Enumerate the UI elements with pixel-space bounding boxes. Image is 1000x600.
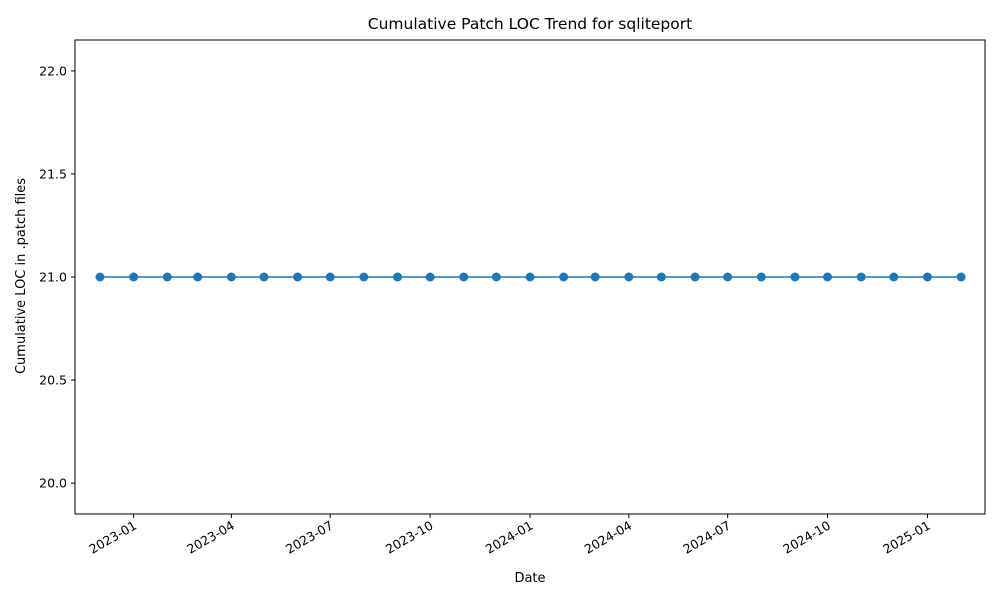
y-axis-label: Cumulative LOC in .patch files	[14, 178, 29, 374]
y-tick-label: 20.5	[39, 373, 67, 388]
data-point	[856, 272, 866, 282]
y-tick-label: 21.5	[39, 166, 67, 181]
data-point	[624, 272, 634, 282]
data-point	[359, 272, 369, 282]
data-point	[956, 272, 966, 282]
data-point	[193, 272, 203, 282]
data-point	[559, 272, 569, 282]
data-point	[226, 272, 236, 282]
data-point	[723, 272, 733, 282]
y-axis-ticks: 20.0 20.5 21.0 21.5 22.0	[39, 63, 75, 491]
y-tick-label: 21.0	[39, 270, 67, 285]
data-point	[525, 272, 535, 282]
data-point	[756, 272, 766, 282]
data-point	[259, 272, 269, 282]
x-axis-label: Date	[514, 571, 545, 586]
data-point	[95, 272, 105, 282]
data-point	[889, 272, 899, 282]
y-tick-label: 22.0	[39, 63, 67, 78]
data-point	[325, 272, 335, 282]
data-point	[690, 272, 700, 282]
data-point	[491, 272, 501, 282]
data-point	[656, 272, 666, 282]
data-point	[922, 272, 932, 282]
data-point	[459, 272, 469, 282]
data-point	[293, 272, 303, 282]
data-point	[162, 272, 172, 282]
data-point	[823, 272, 833, 282]
data-point	[393, 272, 403, 282]
data-point	[129, 272, 139, 282]
data-point	[790, 272, 800, 282]
chart-title: Cumulative Patch LOC Trend for sqlitepor…	[368, 15, 692, 33]
data-point	[425, 272, 435, 282]
plot-area	[74, 39, 986, 515]
y-tick-label: 20.0	[39, 476, 67, 491]
data-point	[590, 272, 600, 282]
